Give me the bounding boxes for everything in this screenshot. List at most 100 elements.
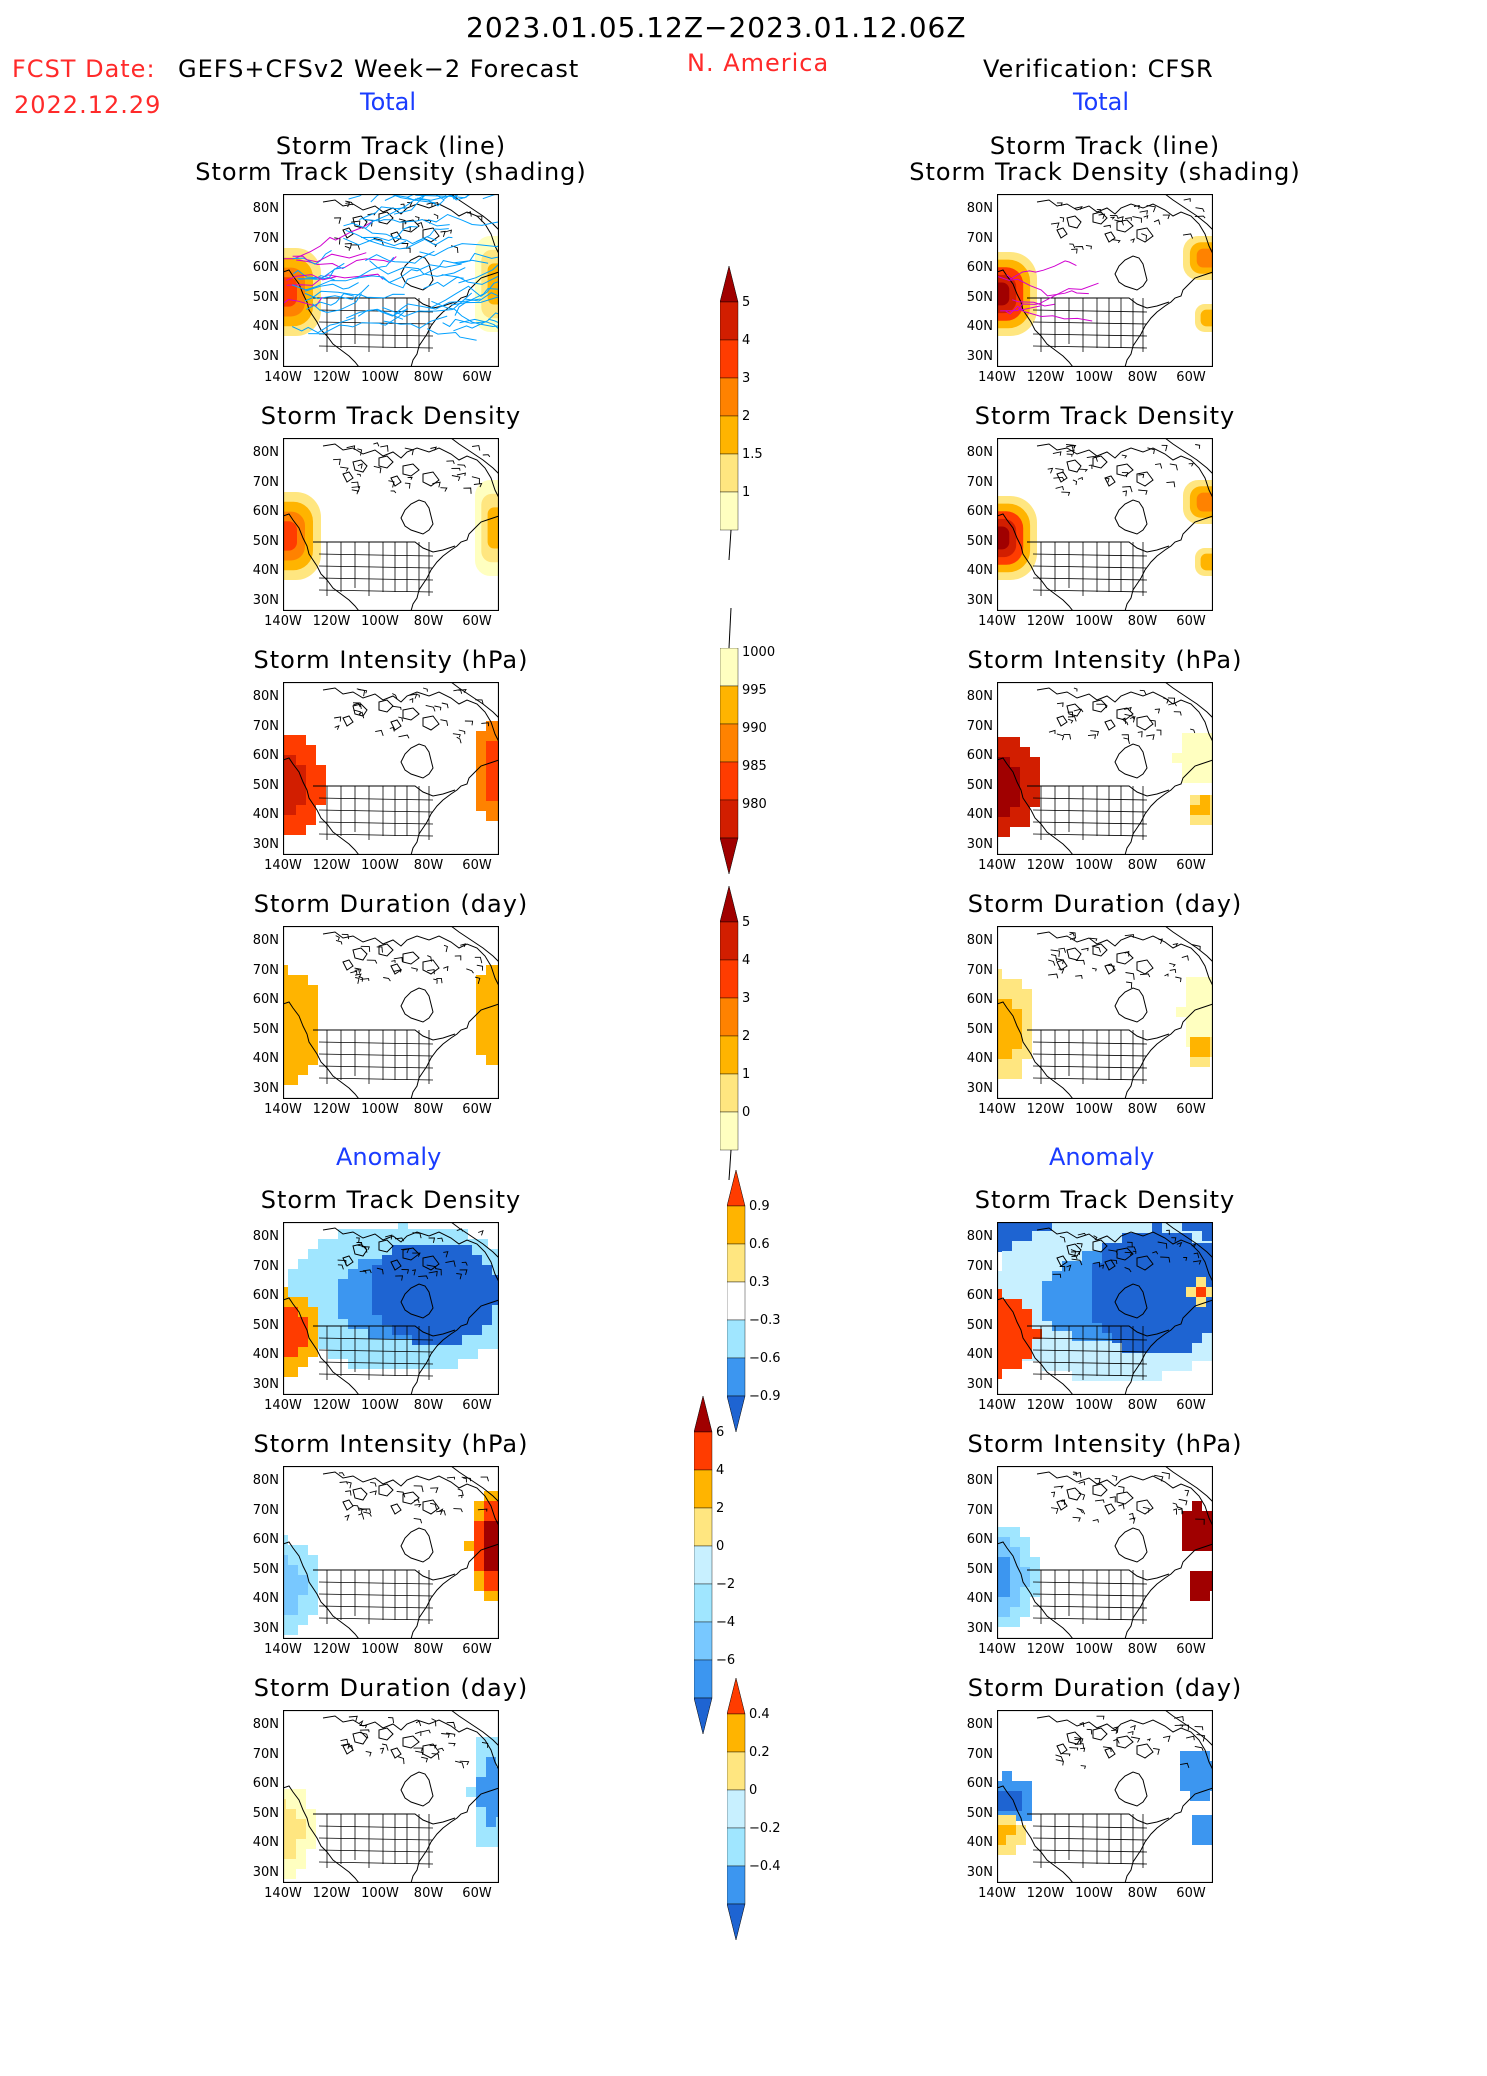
map-plot: [283, 194, 499, 367]
lon-label: 140W: [264, 858, 302, 873]
lon-label: 100W: [361, 1398, 399, 1413]
lon-label: 140W: [978, 1886, 1016, 1901]
lat-label: 60N: [252, 504, 279, 519]
lon-label: 80W: [413, 1886, 444, 1901]
verification-label: Verification: CFSR: [983, 55, 1214, 83]
lat-label: 30N: [252, 1864, 279, 1880]
map-plot: [283, 682, 499, 855]
panel-title: Storm Track (line): [989, 132, 1221, 160]
lat-label: 50N: [252, 1805, 279, 1821]
panel-title: Storm Duration (day): [967, 1674, 1243, 1702]
lat-label: 80N: [252, 689, 279, 704]
lat-label: 70N: [252, 1502, 279, 1518]
lat-label: 80N: [966, 1229, 993, 1244]
lon-label: 140W: [978, 1642, 1016, 1657]
colorbar-tick-label: 1: [742, 485, 751, 500]
colorbar-tick-label: 0.6: [749, 1237, 770, 1252]
map-plot: [283, 1710, 499, 1883]
map-plot: [997, 438, 1213, 611]
lon-label: 100W: [1075, 1398, 1113, 1413]
lat-label: 50N: [252, 1317, 279, 1333]
lat-label: 40N: [252, 319, 279, 334]
panel-title: Storm Track Density (shading): [909, 158, 1301, 186]
lon-label: 120W: [312, 614, 351, 629]
lon-label: 120W: [1026, 370, 1065, 385]
lon-label: 140W: [978, 614, 1016, 629]
colorbar-tick-label: 0: [749, 1783, 758, 1798]
lon-label: 60W: [1176, 1398, 1206, 1413]
lon-label: 100W: [361, 370, 399, 385]
lon-label: 120W: [1026, 1886, 1065, 1901]
lat-label: 30N: [252, 592, 279, 608]
lat-label: 70N: [966, 1502, 993, 1518]
lon-label: 120W: [1026, 1102, 1065, 1117]
panel-title: Storm Duration (day): [967, 890, 1243, 918]
lat-label: 50N: [252, 1561, 279, 1577]
lon-label: 140W: [264, 614, 302, 629]
lon-label: 60W: [462, 1102, 492, 1117]
lon-label: 60W: [1176, 1886, 1206, 1901]
map-plot: [997, 682, 1213, 855]
lat-label: 60N: [252, 1532, 279, 1547]
lon-label: 60W: [462, 1642, 492, 1657]
lon-label: 140W: [264, 1102, 302, 1117]
colorbar-tick-label: −0.2: [749, 1821, 781, 1836]
lat-label: 40N: [966, 807, 993, 822]
map-plot: [283, 1222, 499, 1395]
lon-label: 100W: [1075, 370, 1113, 385]
colorbar-tick-label: 0: [716, 1539, 725, 1554]
map-plot: [997, 1710, 1213, 1883]
lat-label: 40N: [252, 1591, 279, 1606]
lon-label: 140W: [978, 370, 1016, 385]
lon-label: 80W: [1127, 1886, 1158, 1901]
colorbar-tick-label: 1.5: [742, 447, 763, 462]
lat-label: 30N: [252, 836, 279, 852]
colorbar-tick-label: 6: [716, 1425, 725, 1440]
lon-label: 120W: [312, 1642, 351, 1657]
map-plot: [997, 1222, 1213, 1395]
lat-label: 70N: [966, 962, 993, 978]
map-plot: [997, 194, 1213, 367]
lon-label: 80W: [1127, 858, 1158, 873]
lat-label: 60N: [966, 1776, 993, 1791]
colorbar-tick-label: −6: [716, 1653, 736, 1668]
lon-label: 60W: [1176, 614, 1206, 629]
lat-label: 70N: [252, 962, 279, 978]
panel-title: Storm Intensity (hPa): [253, 646, 529, 674]
panel-title: Storm Track Density: [260, 1186, 522, 1214]
lon-label: 80W: [1127, 614, 1158, 629]
panel-title: Storm Track Density: [974, 402, 1236, 430]
colorbar-density-anom: [727, 1170, 746, 1433]
lon-label: 100W: [361, 1642, 399, 1657]
total-section-right: Total: [1073, 88, 1130, 116]
lat-label: 50N: [966, 777, 993, 793]
lon-label: 120W: [1026, 1642, 1065, 1657]
lat-label: 40N: [966, 1347, 993, 1362]
lon-label: 80W: [1127, 1642, 1158, 1657]
lon-label: 60W: [1176, 1642, 1206, 1657]
lat-label: 30N: [252, 1620, 279, 1636]
colorbar-tick-label: 3: [742, 991, 751, 1006]
map-plot: [997, 1466, 1213, 1639]
lat-label: 30N: [966, 1376, 993, 1392]
lat-label: 30N: [966, 348, 993, 364]
map-plot: [283, 438, 499, 611]
forecast-period: 2023.01.05.12Z−2023.01.12.06Z: [466, 11, 967, 44]
lat-label: 30N: [966, 1080, 993, 1096]
colorbar-tick-label: −0.4: [749, 1859, 781, 1874]
lat-label: 40N: [252, 1051, 279, 1066]
lon-label: 80W: [413, 614, 444, 629]
lon-label: 80W: [413, 370, 444, 385]
lon-label: 100W: [1075, 858, 1113, 873]
lat-label: 40N: [252, 1347, 279, 1362]
colorbar-intensity-anom: [694, 1396, 713, 1735]
lat-label: 70N: [252, 1258, 279, 1274]
lat-label: 60N: [966, 992, 993, 1007]
lat-label: 50N: [252, 533, 279, 549]
lon-label: 120W: [312, 1886, 351, 1901]
lon-label: 100W: [361, 614, 399, 629]
colorbar-tick-label: 2: [716, 1501, 725, 1516]
lon-label: 80W: [413, 1102, 444, 1117]
colorbar-tick-label: 0.4: [749, 1707, 770, 1722]
lon-label: 100W: [1075, 1886, 1113, 1901]
